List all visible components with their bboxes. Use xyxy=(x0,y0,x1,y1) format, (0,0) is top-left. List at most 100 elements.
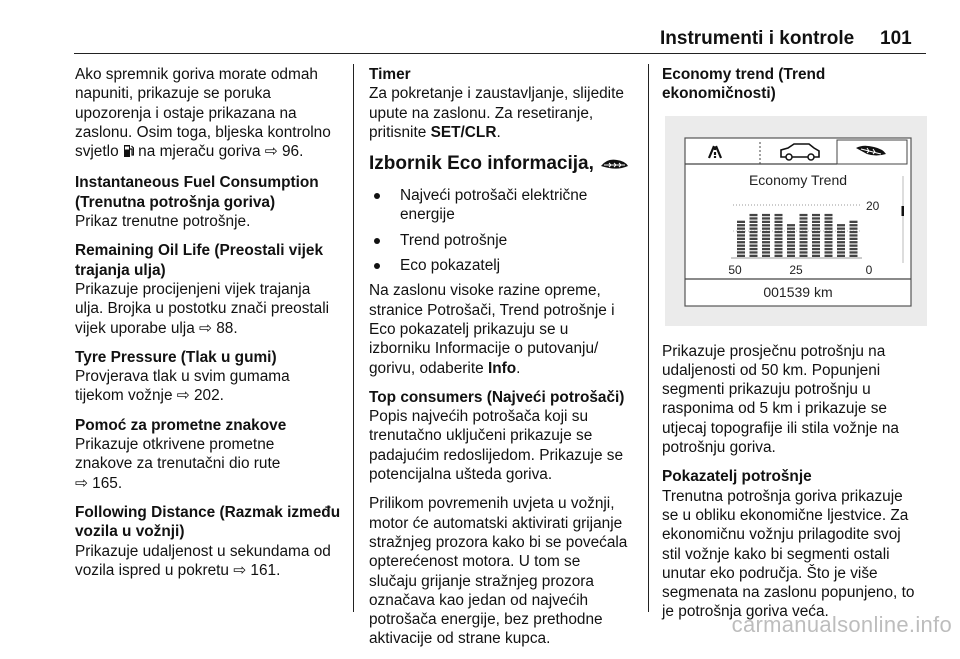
text-line: Eco pokazatelj prikazuju se u xyxy=(369,320,569,338)
bar-segment xyxy=(774,220,783,223)
bar-segment xyxy=(749,223,758,226)
bar-segment xyxy=(749,244,758,247)
bar-segment xyxy=(849,223,858,226)
text-line: segmenata na zaslonu popunjeno, to xyxy=(662,584,915,602)
bar-segment xyxy=(824,230,833,233)
bar-segment xyxy=(749,213,758,216)
page-number: 101 xyxy=(880,28,912,49)
fuel-pump-icon xyxy=(123,144,135,163)
text-line: upozorenja i ostaje prikazana na xyxy=(75,104,297,122)
bar-segment xyxy=(762,220,770,223)
bar-segment xyxy=(799,227,808,230)
watermark: carmanualsonline.info xyxy=(731,612,952,637)
text-line: vozila ispred u pokretu ⇨ 161. xyxy=(75,561,281,579)
subheading: Top consumers (Najveći potrošači) xyxy=(369,388,639,407)
text-segment: . xyxy=(496,123,501,141)
bar-segment xyxy=(824,220,833,223)
column-left: Ako spremnik goriva morate odmah napuniti… xyxy=(75,65,350,590)
text-line: unutar eko područja. Što je više xyxy=(662,564,878,582)
bar-segment xyxy=(812,244,820,247)
bar-segment xyxy=(799,250,808,254)
bar-segment xyxy=(799,220,808,223)
text-line: Timer xyxy=(369,66,411,83)
paragraph: Prilikom povremenih uvjeta u vožnji, moto… xyxy=(369,494,639,648)
bar-segment xyxy=(737,247,745,250)
road-icon xyxy=(707,145,723,159)
text-segment: Izbornik Eco informacija, xyxy=(369,153,600,175)
bar-segment xyxy=(824,244,833,247)
bar-segment xyxy=(849,237,858,240)
bar-segment xyxy=(787,247,795,250)
text-line: Remaining Oil Life (Preostali vijek xyxy=(75,242,324,260)
bar-segment xyxy=(749,230,758,233)
bar-segment xyxy=(849,227,858,230)
paragraph: Prikazuje prosječnu potrošnju na udaljeno… xyxy=(662,342,930,458)
text-line: Najveći potrošači električne xyxy=(400,187,588,205)
text-line: Trenutna potrošnja goriva prikazuje xyxy=(662,487,903,505)
bar-segment xyxy=(787,230,795,233)
text-line: Following Distance (Razmak između xyxy=(75,503,341,521)
bar-segment xyxy=(774,237,783,240)
bar-segment xyxy=(749,250,758,254)
text-line: Instantaneous Fuel Consumption xyxy=(75,174,319,192)
section: Instantaneous Fuel Consumption (Trenutna … xyxy=(75,173,350,231)
car-icon xyxy=(780,142,820,158)
bar-segment xyxy=(737,233,745,237)
bar-segment xyxy=(799,247,808,250)
section: Pomoć za prometne znakove Prikazuje otkri… xyxy=(75,416,350,493)
bar-segment xyxy=(774,223,783,226)
subheading: Remaining Oil Life (Preostali vijek traja… xyxy=(75,241,350,280)
bar-segment xyxy=(787,227,795,230)
text-line: stranice Potrošači, Trend potrošnje i xyxy=(369,301,615,319)
bar-segment xyxy=(774,250,783,254)
text-line: trajanja ulja) xyxy=(75,261,166,279)
text-line: Prilikom povremenih uvjeta u vožnji, xyxy=(369,495,615,513)
trend-bar xyxy=(762,213,770,257)
text-line: stil vožnje kako bi segmenti ostali xyxy=(662,545,890,563)
text-line: svjetlo na mjeraču goriva ⇨ 96. xyxy=(75,142,350,163)
bar-segment xyxy=(837,230,845,233)
car-wheel xyxy=(807,152,815,161)
bar-segment xyxy=(787,233,795,237)
text-line: Eco pokazatelj xyxy=(400,257,501,275)
text-line: Prikazuje procijenjeni vijek trajanja xyxy=(75,280,311,298)
column-divider xyxy=(648,64,649,612)
bar-segment xyxy=(749,233,758,237)
bar-segment xyxy=(824,233,833,237)
leaf-vein xyxy=(860,147,882,155)
column-middle: Timer Za pokretanje i zaustavljanje, slij… xyxy=(369,65,639,659)
bar-segment xyxy=(824,250,833,254)
trend-bar xyxy=(812,213,820,257)
bar-segment xyxy=(774,216,783,220)
x-axis-label: 0 xyxy=(866,263,873,277)
text-segment: . xyxy=(516,359,521,377)
text-line: Pokazatelj potrošnje xyxy=(662,468,812,486)
bar-segment xyxy=(749,227,758,230)
text-line: Prikaz trenutne potrošnje. xyxy=(75,213,251,231)
trend-bar xyxy=(749,213,758,257)
bar-segment xyxy=(774,240,783,243)
bar-segment xyxy=(737,250,745,254)
display-title: Economy Trend xyxy=(749,172,847,188)
bar-segment xyxy=(824,240,833,243)
trend-bar xyxy=(837,223,845,257)
trend-bar xyxy=(849,220,858,257)
bar-segment xyxy=(799,240,808,243)
bar-segment xyxy=(824,254,833,257)
text-line: zaslonu. Osim toga, bljeska kontrolno xyxy=(75,123,331,141)
bar-segment xyxy=(774,213,783,216)
bar-segment xyxy=(762,223,770,226)
bar-segment xyxy=(849,254,858,257)
bar-segment xyxy=(762,213,770,216)
paragraph: Ako spremnik goriva morate odmah napuniti… xyxy=(75,65,350,163)
paragraph: Na zaslonu visoke razine opreme, stranice… xyxy=(369,281,639,377)
car-wheel xyxy=(785,152,793,161)
bar-segment xyxy=(737,240,745,243)
text-line: pritisnite SET/CLR. xyxy=(369,123,639,142)
text-line: Prikazuje udaljenost u sekundama od xyxy=(75,542,331,560)
bar-segment xyxy=(837,240,845,243)
text-line: Trend potrošnje xyxy=(400,231,508,249)
tab-active-eco xyxy=(836,139,908,165)
odometer-readout: 001539 km xyxy=(763,284,832,300)
bar-segment xyxy=(749,237,758,240)
